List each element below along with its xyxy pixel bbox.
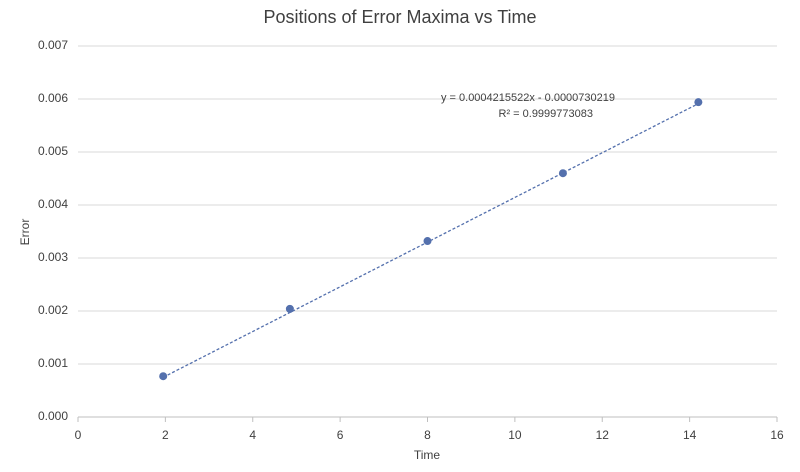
point (694, 98, 703, 107)
x-tick-label: 6 (337, 428, 344, 442)
x-axis-title: Time (414, 448, 441, 462)
y-axis-title: Error (18, 219, 32, 246)
y-tick-label: 0.002 (38, 303, 68, 317)
point (159, 372, 168, 381)
point (423, 237, 432, 246)
trendline-r-squared: R² = 0.9999773083 (499, 108, 594, 120)
point (285, 304, 294, 313)
y-tick-label: 0.007 (38, 38, 68, 52)
y-tick-label: 0.006 (38, 91, 68, 105)
x-tick-label: 8 (424, 428, 431, 442)
y-tick-label: 0.004 (38, 197, 68, 211)
y-tick-label: 0.001 (38, 356, 68, 370)
point (558, 169, 567, 178)
x-tick-label: 12 (596, 428, 610, 442)
trendline-equation: y = 0.0004215522x - 0.0000730219 (441, 92, 615, 104)
y-tick-label: 0.000 (38, 409, 68, 423)
x-tick-label: 14 (683, 428, 697, 442)
x-tick-label: 2 (162, 428, 169, 442)
y-tick-label: 0.005 (38, 144, 68, 158)
x-tick-label: 4 (249, 428, 256, 442)
x-tick-label: 10 (508, 428, 522, 442)
y-tick-label: 0.003 (38, 250, 68, 264)
x-tick-label: 16 (770, 428, 784, 442)
x-tick-label: 0 (75, 428, 82, 442)
chart-title: Positions of Error Maxima vs Time (263, 7, 536, 27)
